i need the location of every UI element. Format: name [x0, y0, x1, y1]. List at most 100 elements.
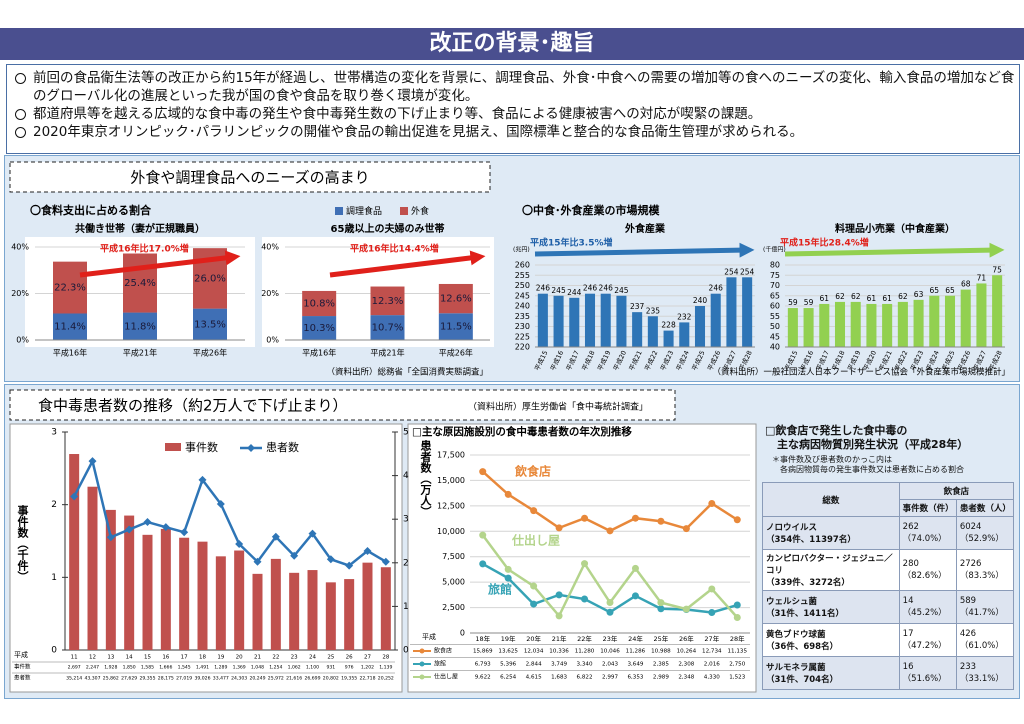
bar [270, 558, 281, 650]
marker [606, 599, 614, 607]
marker [581, 514, 589, 522]
x-tick-label: 平成21 [627, 349, 644, 372]
slide-title: 改正の背景･趣旨 [0, 28, 1024, 60]
cell-line: （82.6%） [902, 571, 947, 581]
marker [253, 557, 262, 566]
bullet: 都道府県等を越える広域的な食中毒の発生や食中毒発生数の下げ止まり等、食品による健… [11, 105, 1015, 123]
cell-line: 589 [959, 596, 977, 606]
marker [530, 600, 538, 608]
table-value: 10,046 [600, 649, 620, 655]
value-label: 59 [804, 298, 814, 307]
cell-line: ノロウイルス [766, 523, 818, 533]
cell-line: 2726 [959, 559, 982, 569]
bar [944, 295, 956, 347]
cell-line: 262 [902, 522, 919, 532]
y-tick-label: 240 [515, 302, 530, 311]
table-value: 13,625 [498, 649, 518, 655]
table-value: 11,135 [727, 649, 747, 655]
value-label: 62 [835, 292, 845, 301]
row-label: 飲食店 [434, 647, 452, 655]
series-label: 仕出し屋 [511, 533, 560, 548]
marker [631, 564, 639, 572]
bar [897, 301, 908, 347]
cell-line: 16 [902, 662, 914, 672]
table-value: 20,249 [249, 676, 265, 682]
y-tick-label: 225 [515, 332, 530, 341]
table-cell: 589 （41.7%） [955, 590, 1015, 624]
axis-title: 事件数（千件） [16, 504, 30, 582]
x-tick-label: 24年 [628, 634, 643, 643]
marker [235, 540, 244, 549]
value-label: 10.3% [303, 323, 335, 334]
cell-line: （45.2%） [902, 608, 947, 618]
table-value: 2,385 [653, 662, 669, 668]
table-value: 976 [345, 665, 354, 671]
value-label: 59 [788, 298, 798, 307]
value-label: 61 [867, 294, 877, 303]
bar [197, 541, 208, 650]
legend-swatch [419, 661, 425, 667]
x-tick-label: 平成17 [564, 349, 581, 372]
y-tick-label: 3 [403, 515, 409, 525]
marker [308, 529, 317, 538]
x-tick-label: 14 [126, 655, 133, 661]
marker [581, 560, 589, 568]
y-tick-label: 5,000 [442, 578, 465, 587]
marker [479, 560, 487, 568]
y-tick-label: 20% [261, 289, 279, 298]
marker [70, 492, 79, 501]
x-tick-label: 27 [364, 655, 371, 661]
bar-segment [53, 261, 87, 314]
x-tick-label: 20 [236, 655, 243, 661]
chart-title: □主な原因施設別の食中毒患者数の年次別推移 [412, 425, 632, 438]
legend-label: 事件数 [185, 441, 218, 454]
x-tick-label: 平成15 [532, 349, 549, 372]
x-tick-label: 21年 [552, 634, 567, 643]
y-tick-label: 45 [770, 332, 780, 341]
marker [504, 565, 512, 573]
header-row: 事件数（件） 患者数（人） [763, 499, 1015, 517]
marker [216, 500, 225, 509]
bar [960, 289, 971, 347]
plot-panel [407, 423, 757, 693]
y-tick-label: 2 [51, 500, 57, 510]
x-tick-label: 平成24 [674, 349, 691, 372]
x-tick-label: 28年 [730, 634, 745, 643]
value-label: 237 [630, 302, 645, 311]
x-tick-label: 19年 [501, 634, 516, 643]
marker [708, 608, 716, 616]
table-value: 22,718 [359, 676, 375, 682]
cell-line: （51.6%） [902, 674, 947, 684]
x-tick-label: 18年 [475, 634, 490, 643]
cell-line: （74.0%） [902, 534, 947, 544]
marker [143, 518, 152, 527]
value-label: 75 [992, 265, 1002, 274]
bar [344, 579, 355, 650]
bar [850, 301, 861, 347]
table-value: 12,734 [702, 649, 722, 655]
marker [631, 592, 639, 600]
table-cell: 233 （33.1%） [955, 656, 1015, 690]
marker [733, 516, 741, 524]
table-value: 24,303 [231, 676, 247, 682]
y-tick-label: 50 [770, 322, 780, 331]
annotation: 平成15年比3.5%増 [530, 237, 613, 249]
value-label: 246 [709, 284, 724, 293]
marker [125, 525, 134, 534]
table-cell: 2726 （83.3%） [955, 549, 1015, 591]
cell-line: 233 [959, 662, 977, 672]
table-value: 3,649 [627, 662, 643, 668]
cell-line: （47.2%） [902, 641, 947, 651]
bar [632, 312, 643, 347]
bar [663, 330, 674, 347]
value-label: 13.5% [194, 319, 226, 330]
marker [198, 475, 207, 484]
value-label: 10.7% [372, 323, 404, 334]
marker [530, 507, 538, 515]
cell-line: （31件、1411名） [766, 609, 844, 619]
annotation: 平成15年比28.4%増 [780, 237, 869, 249]
bar [976, 283, 987, 347]
value-label: 12.6% [440, 294, 472, 305]
x-tick-label: 20年 [526, 634, 541, 643]
